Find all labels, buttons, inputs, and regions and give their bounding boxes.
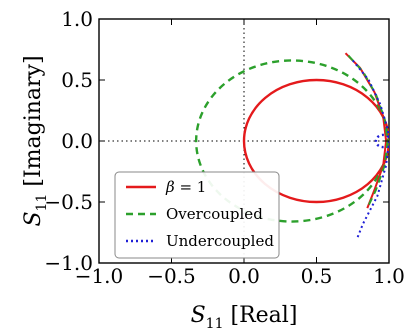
y-axis-label: S11 [Imaginary]	[21, 55, 50, 226]
series-beta-1-circle	[242, 78, 389, 204]
x-axis-label: S11 [Real]	[191, 303, 298, 332]
y-tick-label: 1.0	[61, 7, 93, 31]
legend-box	[114, 171, 280, 259]
x-tick-label: 0.0	[228, 264, 260, 288]
y-tick-label: −1.0	[44, 251, 93, 275]
outer-arc-overcoupled	[347, 54, 389, 209]
legend-label-overcoupled: Overcoupled	[166, 205, 263, 223]
legend-label-undercoupled: Undercoupled	[166, 232, 274, 250]
outer-arc-beta-1	[344, 52, 388, 209]
y-tick-label: −0.5	[44, 190, 93, 214]
y-tick-label: 0.0	[61, 129, 93, 153]
x-tick-label: −0.5	[147, 264, 196, 288]
legend: β = 1 Overcoupled Undercoupled	[114, 171, 280, 259]
legend-label-beta: β = 1	[165, 178, 206, 196]
x-tick-label: −1.0	[75, 264, 124, 288]
x-tick-label: 0.5	[301, 264, 333, 288]
tick-layer: −1.0 −0.5 0.0 0.5 1.0 −1.0 −0.5 0.0 0.5 1.0	[44, 7, 404, 288]
series-undercoupled-circle	[374, 133, 389, 149]
y-tick-label: 0.5	[61, 68, 93, 92]
x-tick-label: 1.0	[373, 264, 405, 288]
